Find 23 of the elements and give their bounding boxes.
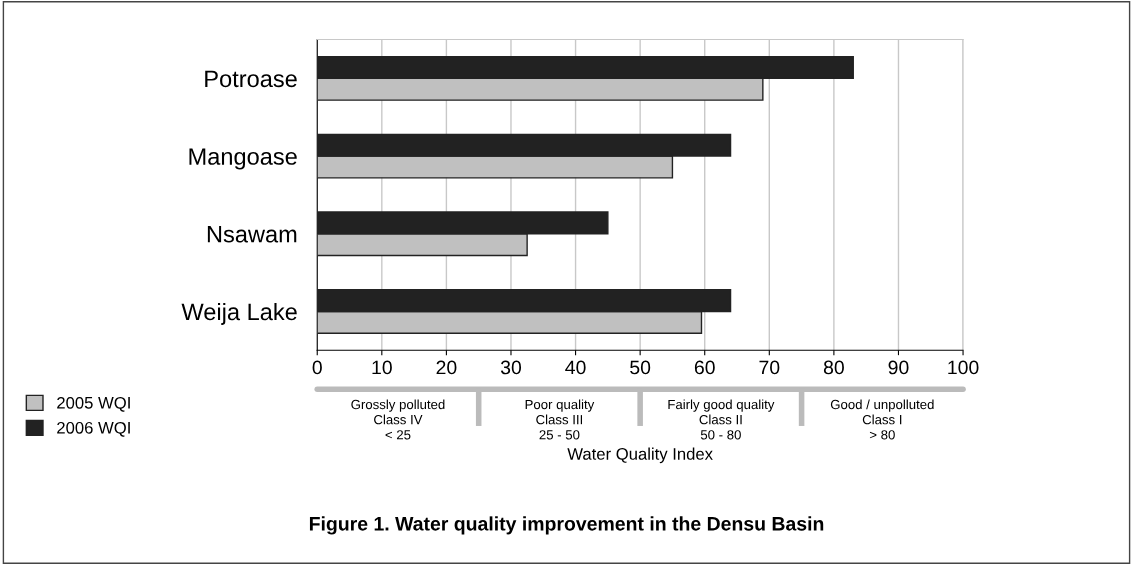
legend-label: 2005 WQI [57,396,130,412]
x-tick-label: 70 [759,360,780,375]
x-tick-label: 80 [823,360,844,375]
legend-label: 2006 WQI [57,421,130,437]
x-tick-label: 30 [500,360,522,375]
y-tick-label: Mangoase [189,148,297,170]
x-tick-label: 60 [694,360,715,375]
text: Grossly polluted Class IV < 25 [351,399,445,440]
x-tick-label: 100 [948,360,979,375]
x-axis-title: Water Quality Index [567,447,713,464]
x-tick-label: 50 [630,360,651,375]
text: Poor quality Class III 25 - 50 [525,399,595,440]
y-tick-label: Weija Lake [181,302,297,325]
text: Figure 1. Water quality improvement in the Densu Basin [309,516,824,535]
x-tick-label: 90 [888,360,909,375]
x-tick-label: 40 [565,360,586,375]
y-tick-label: Nsawam [207,226,297,243]
y-tick-label: Potroase [205,70,297,88]
text: Fairly good quality Class II 50 - 80 [668,399,775,440]
text: Good / unpolluted Class I > 80 [830,399,934,440]
x-tick-label: 10 [372,360,392,375]
x-tick-label: 0 [312,360,322,375]
x-tick-label: 20 [436,360,457,375]
